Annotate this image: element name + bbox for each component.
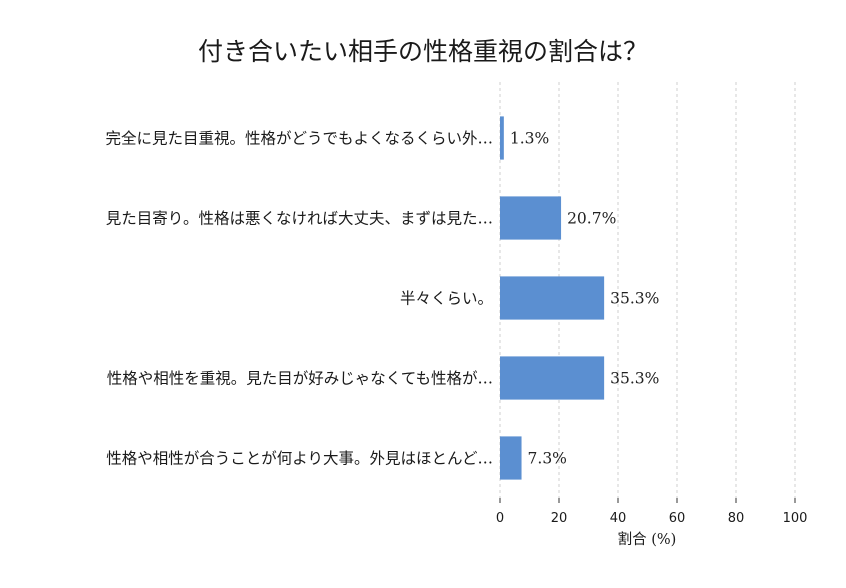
bar-value-label: 35.3% [610,290,659,308]
x-axis-title: 割合 (%) [618,531,677,548]
bar-value-label: 7.3% [528,450,567,468]
category-label: 半々くらい。 [400,290,493,308]
bars: 1.3% 20.7% 35.3% 35.3% 7.3% [500,116,659,480]
x-axis: 0 20 40 60 80 100 完全に見た目重視。性格がどうでもよくなるくらい外… 見た目… [105,130,807,527]
bar [500,436,522,480]
x-tick-label: 20 [551,511,568,526]
category-label: 完全に見た目重視。性格がどうでもよくなるくらい外… [105,130,493,148]
bar-value-label: 20.7% [567,210,616,228]
x-tick-label: 60 [669,511,686,526]
category-label: 見た目寄り。性格は悪くなければ大丈夫、まずは見た… [106,210,493,228]
bar-value-label: 1.3% [510,130,549,148]
x-tick-label: 100 [783,511,808,526]
bar [500,116,504,160]
bar [500,276,605,320]
category-label: 性格や相性が合うことが何より大事。外見はほとんど… [106,450,493,468]
x-tick-label: 0 [496,511,504,526]
x-tick-label: 40 [610,511,627,526]
bar-value-label: 35.3% [610,370,659,388]
x-tick-label: 80 [728,511,745,526]
category-label: 性格や相性を重視。見た目が好みじゃなくても性格が… [107,370,493,388]
bar [500,196,562,240]
bar [500,356,605,400]
chart-title: 付き合いたい相手の性格重視の割合は？ [198,37,648,66]
